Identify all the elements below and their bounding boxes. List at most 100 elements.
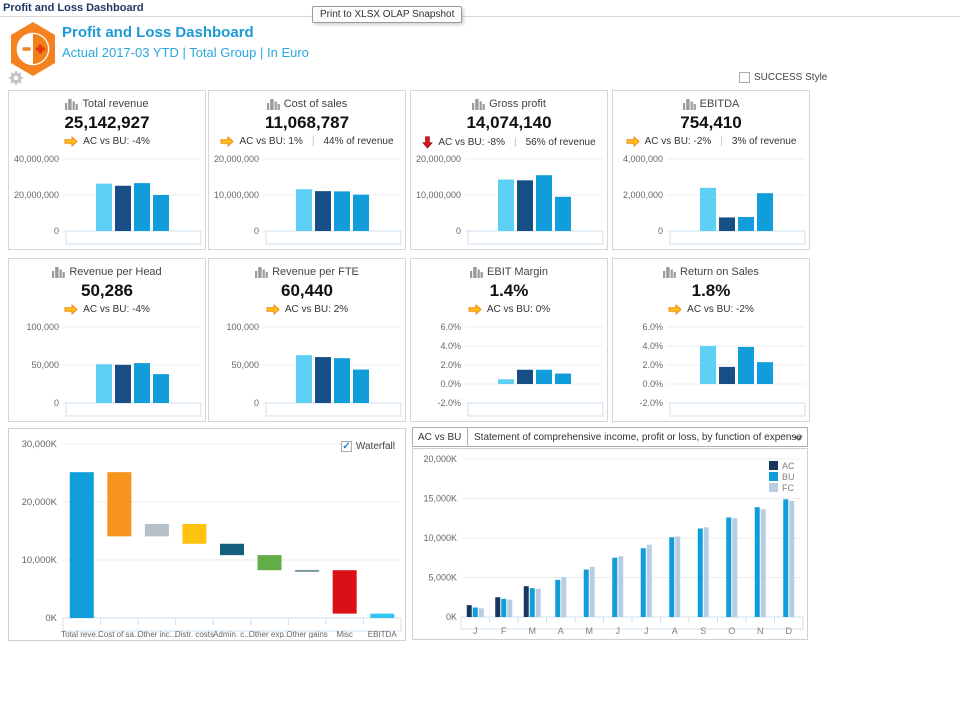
- tick-label: 4.0%: [440, 341, 461, 351]
- bar: [517, 369, 533, 384]
- kpi-delta-row: AC vs BU: -4%: [9, 304, 205, 315]
- bar: [555, 196, 571, 231]
- tick-label: 10,000,000: [416, 190, 461, 200]
- axis-strip: [669, 230, 806, 245]
- bar: [315, 191, 331, 231]
- bar: [334, 191, 350, 231]
- kpi-mini-bar-chart: 100,000 50,000 0: [26, 322, 202, 417]
- tick-label: Other gains: [286, 630, 327, 638]
- monthly-panel: 20,000K 15,000K 10,000K 5,000K 0K J F M A M J J A S O N…: [412, 448, 808, 640]
- bar: [96, 183, 112, 231]
- bar-bu: [555, 579, 561, 617]
- tick-label: 10,000K: [22, 555, 58, 566]
- trend-flat-arrow-icon: [668, 304, 682, 315]
- tick-label: 4.0%: [642, 341, 663, 351]
- tick-label: 10,000,000: [214, 190, 259, 200]
- delta-separator: |: [720, 136, 723, 147]
- bar-chart-icon: [255, 267, 268, 278]
- report-select[interactable]: Statement of comprehensive income, profi…: [468, 427, 808, 447]
- waterfall-checkbox[interactable]: Waterfall: [340, 441, 395, 452]
- waterfall-bar: [144, 524, 169, 537]
- page-title: Profit and Loss Dashboard: [62, 24, 254, 41]
- kpi-header: EBIT Margin: [411, 266, 607, 278]
- kpi-mini-bar-chart: 6.0% 4.0% 2.0% 0.0% -2.0%: [437, 322, 604, 417]
- success-style-checkbox[interactable]: SUCCESS Style: [739, 72, 827, 83]
- tick-label: Total reve...: [61, 630, 102, 638]
- kpi-mini-bar-chart: 20,000,000 10,000,000 0: [214, 154, 402, 245]
- axis-strip: [65, 402, 202, 417]
- bar: [757, 362, 773, 384]
- bar-bu: [726, 517, 732, 617]
- axis-strip: [265, 230, 402, 245]
- trend-flat-arrow-icon: [468, 304, 482, 315]
- tick-label: Distr. costs: [175, 630, 214, 638]
- bar: [536, 175, 552, 231]
- bar: [115, 364, 131, 403]
- kpi-title: Gross profit: [489, 98, 546, 110]
- legend-swatch-ac: [769, 461, 778, 470]
- tick-label: 0K: [446, 612, 457, 622]
- tooltip: Print to XLSX OLAP Snapshot: [312, 6, 463, 23]
- kpi-mini-bar-chart: 40,000,000 20,000,000 0: [14, 154, 202, 245]
- bar: [134, 363, 150, 403]
- bar-fc: [535, 588, 541, 617]
- gear-icon[interactable]: [8, 70, 24, 86]
- tick-label: 0: [54, 226, 59, 236]
- kpi-delta-row: AC vs BU: -2%: [613, 304, 809, 315]
- tick-label: 10,000K: [423, 533, 457, 543]
- waterfall-bar: [332, 570, 357, 614]
- tick-label: 100,000: [26, 322, 59, 332]
- legend-swatch-fc: [769, 483, 778, 492]
- kpi-extra: 56% of revenue: [525, 137, 596, 148]
- bar: [536, 369, 552, 384]
- kpi-delta: AC vs BU: 2%: [284, 304, 349, 315]
- bar: [498, 179, 514, 231]
- trend-down-arrow-icon: [422, 136, 434, 149]
- kpi-header: Cost of sales: [209, 98, 405, 110]
- tick-label: Admin. c...: [213, 630, 251, 638]
- breadcrumb[interactable]: Profit and Loss Dashboard: [3, 2, 144, 14]
- tick-label: 0: [456, 226, 461, 236]
- waterfall-bar: [295, 569, 320, 572]
- legend-swatch-bu: [769, 472, 778, 481]
- bar-chart-icon: [682, 99, 696, 110]
- bar: [353, 194, 369, 231]
- kpi-tile-ebitda: EBITDA 754,410 AC vs BU: -2% | 3% of rev…: [612, 90, 810, 250]
- tick-label: 30,000K: [22, 439, 58, 450]
- success-style-label: SUCCESS Style: [754, 72, 828, 83]
- delta-separator: |: [514, 137, 517, 148]
- bar: [353, 369, 369, 403]
- report-select-value: Statement of comprehensive income, profi…: [474, 431, 802, 443]
- bar-chart-icon: [470, 267, 483, 278]
- tick-label: FC: [782, 483, 794, 493]
- kpi-value: 11,068,787: [264, 113, 350, 132]
- kpi-title: EBIT Margin: [487, 266, 548, 278]
- axis-strip: [669, 402, 806, 417]
- bar: [719, 366, 735, 384]
- tick-label: 0: [254, 398, 259, 408]
- bar: [738, 346, 754, 384]
- trend-flat-arrow-icon: [266, 304, 280, 315]
- kpi-header: EBITDA: [613, 98, 809, 110]
- bar-ac: [523, 586, 529, 617]
- checkbox-checked-icon[interactable]: [340, 441, 352, 452]
- bar-bu: [529, 588, 535, 617]
- tick-label: 20,000K: [423, 454, 457, 464]
- bar-bu: [583, 569, 589, 617]
- bar: [315, 357, 331, 403]
- bar: [757, 193, 773, 231]
- tick-label: Misc: [336, 630, 352, 638]
- checkbox-icon[interactable]: [739, 72, 750, 83]
- bar-fc: [618, 556, 624, 617]
- tick-label: 2.0%: [642, 360, 663, 370]
- tick-label: O: [728, 626, 735, 636]
- tick-label: Other inc...: [137, 630, 176, 638]
- kpi-delta: AC vs BU: 0%: [486, 304, 551, 315]
- report-selector-row: AC vs BU Statement of comprehensive inco…: [412, 427, 808, 447]
- kpi-value: 60,440: [281, 281, 333, 300]
- bar: [719, 217, 735, 231]
- bar-fc: [478, 608, 484, 617]
- bar-bu: [472, 607, 478, 617]
- tick-label: 0: [54, 398, 59, 408]
- kpi-tile-return-on-sales: Return on Sales 1.8% AC vs BU: -2% 6.0% 4…: [612, 258, 810, 422]
